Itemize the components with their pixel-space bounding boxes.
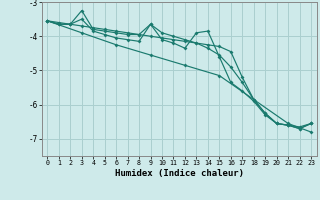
X-axis label: Humidex (Indice chaleur): Humidex (Indice chaleur) (115, 169, 244, 178)
